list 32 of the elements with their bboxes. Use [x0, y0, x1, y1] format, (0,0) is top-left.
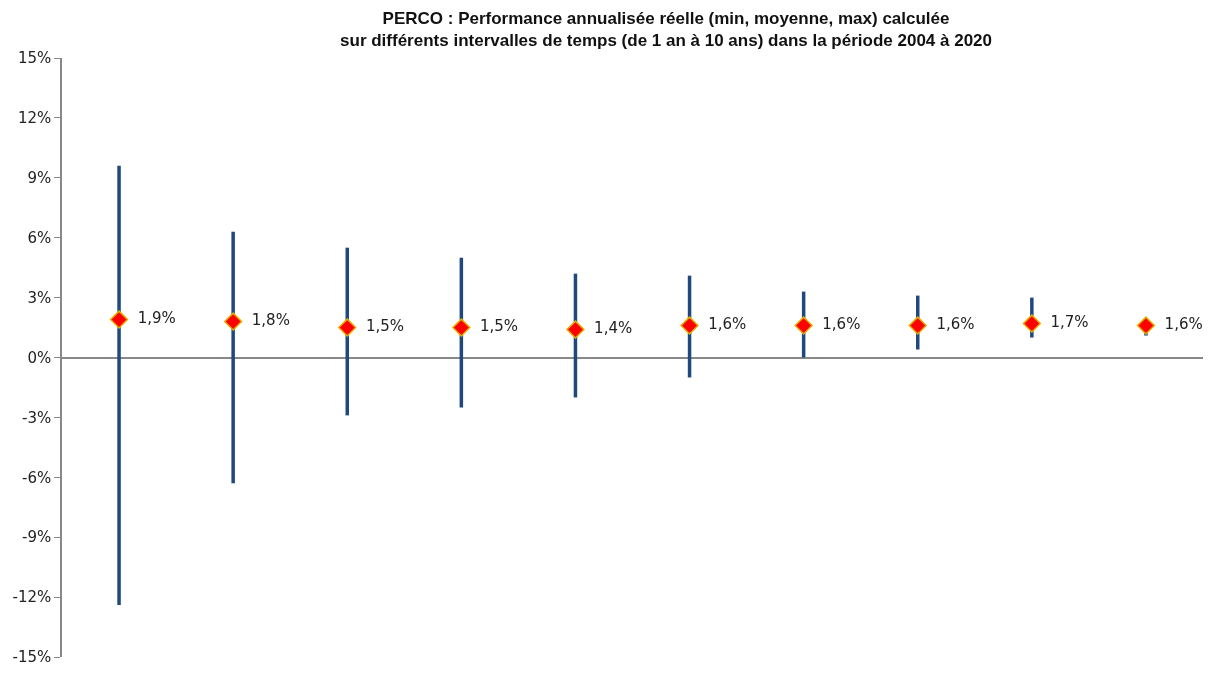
point — [109, 310, 129, 329]
y-tick-label: -9% — [22, 528, 52, 547]
data-label: 1,5% — [470, 317, 519, 336]
y-tick-label: -6% — [22, 468, 52, 487]
point — [1022, 314, 1042, 333]
data-label: 1,4% — [584, 319, 633, 338]
point — [1136, 316, 1156, 335]
y-tick-label: 9% — [27, 169, 52, 188]
y-tick-label: 0% — [27, 348, 52, 367]
point — [338, 318, 357, 337]
point — [680, 316, 699, 335]
data-label: 1,5% — [356, 317, 405, 336]
data-label: 1,7% — [1040, 313, 1089, 332]
y-tick-label: 15% — [17, 49, 52, 68]
y-tick-label: 3% — [27, 288, 52, 307]
point — [908, 316, 927, 335]
data-label: 1,6% — [1155, 315, 1203, 334]
data-label: 1,6% — [812, 315, 861, 334]
y-tick-label: -15% — [12, 648, 52, 667]
chart-title: PERCO : Performance annualisée réelle (min, moyenne, max) calculée sur différents intervalles de temps (de 1 an à 10 ans) dans la période 2004 à 2020 — [340, 8, 993, 50]
data-label: 1,6% — [926, 315, 975, 334]
data-label: 1,8% — [242, 311, 290, 330]
point — [794, 316, 813, 335]
point — [452, 318, 471, 337]
point — [566, 320, 585, 339]
y-tick-label: 6% — [27, 228, 52, 247]
point — [223, 312, 243, 331]
y-tick-label: 12% — [17, 109, 52, 128]
data-label: 1,6% — [698, 315, 747, 334]
y-tick-label: -3% — [22, 408, 52, 427]
data-label: 1,9% — [128, 309, 176, 328]
y-tick-label: -12% — [12, 588, 52, 607]
